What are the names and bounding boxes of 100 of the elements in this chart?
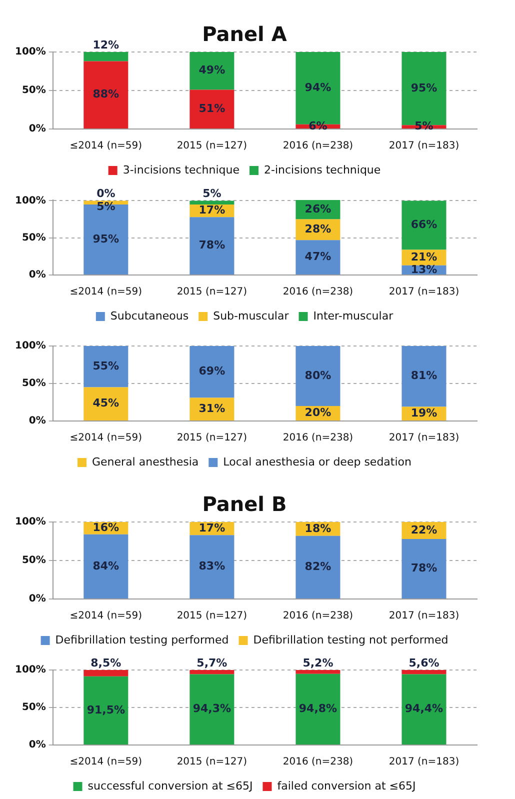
x-tick-label: 2015 (n=127) xyxy=(176,140,248,152)
x-tick-label: 2017 (n=183) xyxy=(388,432,460,444)
y-tick-label: 0% xyxy=(28,594,46,605)
bar xyxy=(190,90,234,128)
bar xyxy=(402,200,446,250)
y-tick-label: 50% xyxy=(22,232,46,244)
bar xyxy=(190,217,234,274)
y-tick-label: 0% xyxy=(28,270,46,281)
bar xyxy=(402,674,446,744)
bar xyxy=(190,670,234,674)
y-tick-label: 50% xyxy=(22,555,46,566)
data-label: 22% xyxy=(410,523,438,536)
data-label: 95% xyxy=(92,232,120,246)
legend-label: 2-incisions technique xyxy=(264,163,381,176)
data-label: 81% xyxy=(410,369,438,382)
data-label: 26% xyxy=(304,202,332,216)
bar xyxy=(84,61,128,128)
y-tick-label: 0% xyxy=(28,416,46,427)
x-tick-label: 2016 (n=238) xyxy=(282,432,354,444)
data-label: 16% xyxy=(92,521,120,534)
bar xyxy=(190,674,234,744)
x-tick-label: ≤2014 (n=59) xyxy=(70,756,142,768)
data-label: 19% xyxy=(410,406,438,420)
y-tick-label: 100% xyxy=(14,340,46,352)
bar xyxy=(84,534,128,598)
x-tick-label: 2015 (n=127) xyxy=(176,610,248,622)
legend-label: Defibrillation testing performed xyxy=(55,633,229,646)
x-tick-label: 2015 (n=127) xyxy=(176,286,248,298)
x-tick-label: 2017 (n=183) xyxy=(388,756,460,768)
legend-label: Inter-muscular xyxy=(313,309,394,322)
bar xyxy=(296,670,340,674)
bar xyxy=(84,676,128,744)
legend-label: Defibrillation testing not performed xyxy=(253,633,448,646)
x-tick-label: ≤2014 (n=59) xyxy=(70,610,142,622)
y-tick-label: 100% xyxy=(14,195,46,206)
data-label: 84% xyxy=(92,559,120,572)
data-label: 49% xyxy=(198,64,226,77)
data-label: 91,5% xyxy=(86,703,125,716)
x-tick-label: 2016 (n=238) xyxy=(282,756,354,768)
x-tick-label: 2015 (n=127) xyxy=(176,432,248,444)
data-label: 95% xyxy=(410,81,438,94)
data-label: 8,5% xyxy=(90,656,122,670)
data-label: 18% xyxy=(304,522,332,535)
bar xyxy=(296,240,340,274)
data-label: 0% xyxy=(96,187,116,200)
y-tick-label: 50% xyxy=(22,378,46,390)
data-label: 12% xyxy=(92,38,120,52)
x-tick-label: ≤2014 (n=59) xyxy=(70,432,142,444)
bar xyxy=(190,346,234,398)
data-label: 31% xyxy=(198,402,226,415)
y-tick-label: 0% xyxy=(28,124,46,135)
x-tick-label: ≤2014 (n=59) xyxy=(70,286,142,298)
y-tick-label: 100% xyxy=(14,46,46,58)
x-tick-label: 2015 (n=127) xyxy=(176,756,248,768)
bar xyxy=(402,346,446,407)
data-label: 17% xyxy=(198,204,226,217)
y-tick-label: 50% xyxy=(22,85,46,96)
data-label: 80% xyxy=(304,368,332,382)
x-tick-label: 2016 (n=238) xyxy=(282,286,354,298)
bar xyxy=(84,52,128,62)
data-label: 88% xyxy=(92,88,120,101)
legend-label: 3-incisions technique xyxy=(122,163,240,176)
data-label: 5% xyxy=(202,187,222,200)
legend-label: General anesthesia xyxy=(92,455,199,468)
data-label: 78% xyxy=(198,238,226,252)
x-tick-label: 2016 (n=238) xyxy=(282,610,354,622)
bar xyxy=(190,535,234,598)
x-tick-label: 2017 (n=183) xyxy=(388,140,460,152)
bar xyxy=(296,346,340,406)
legend-label: Local anesthesia or deep sedation xyxy=(223,455,412,468)
data-label: 47% xyxy=(304,250,332,264)
bar xyxy=(296,674,340,744)
bar xyxy=(190,200,234,204)
data-label: 55% xyxy=(92,359,120,372)
data-label: 20% xyxy=(304,406,332,420)
data-label: 5,6% xyxy=(408,656,440,670)
bar xyxy=(84,346,128,388)
data-label: 78% xyxy=(410,562,438,575)
chart-title: Panel B xyxy=(202,492,287,516)
data-label: 94,3% xyxy=(192,702,232,716)
bar xyxy=(402,538,446,598)
x-tick-label: 2016 (n=238) xyxy=(282,140,354,152)
x-tick-label: 2017 (n=183) xyxy=(388,610,460,622)
x-tick-label: 2017 (n=183) xyxy=(388,286,460,298)
data-label: 66% xyxy=(410,218,438,232)
y-tick-label: 0% xyxy=(28,740,46,751)
data-label: 17% xyxy=(198,521,226,534)
data-label: 51% xyxy=(198,102,226,115)
y-tick-label: 50% xyxy=(22,702,46,714)
legend-label: successful conversion at ≤65J xyxy=(88,779,253,792)
data-label: 5,7% xyxy=(196,656,228,670)
legend-label: Sub-muscular xyxy=(213,309,290,322)
data-label: 69% xyxy=(198,364,226,378)
data-label: 5,2% xyxy=(302,656,334,670)
data-label: 94% xyxy=(304,81,332,94)
bar xyxy=(402,670,446,674)
data-label: 13% xyxy=(410,262,438,276)
bar xyxy=(84,387,128,420)
data-label: 94,4% xyxy=(404,702,444,716)
bar xyxy=(190,52,234,90)
